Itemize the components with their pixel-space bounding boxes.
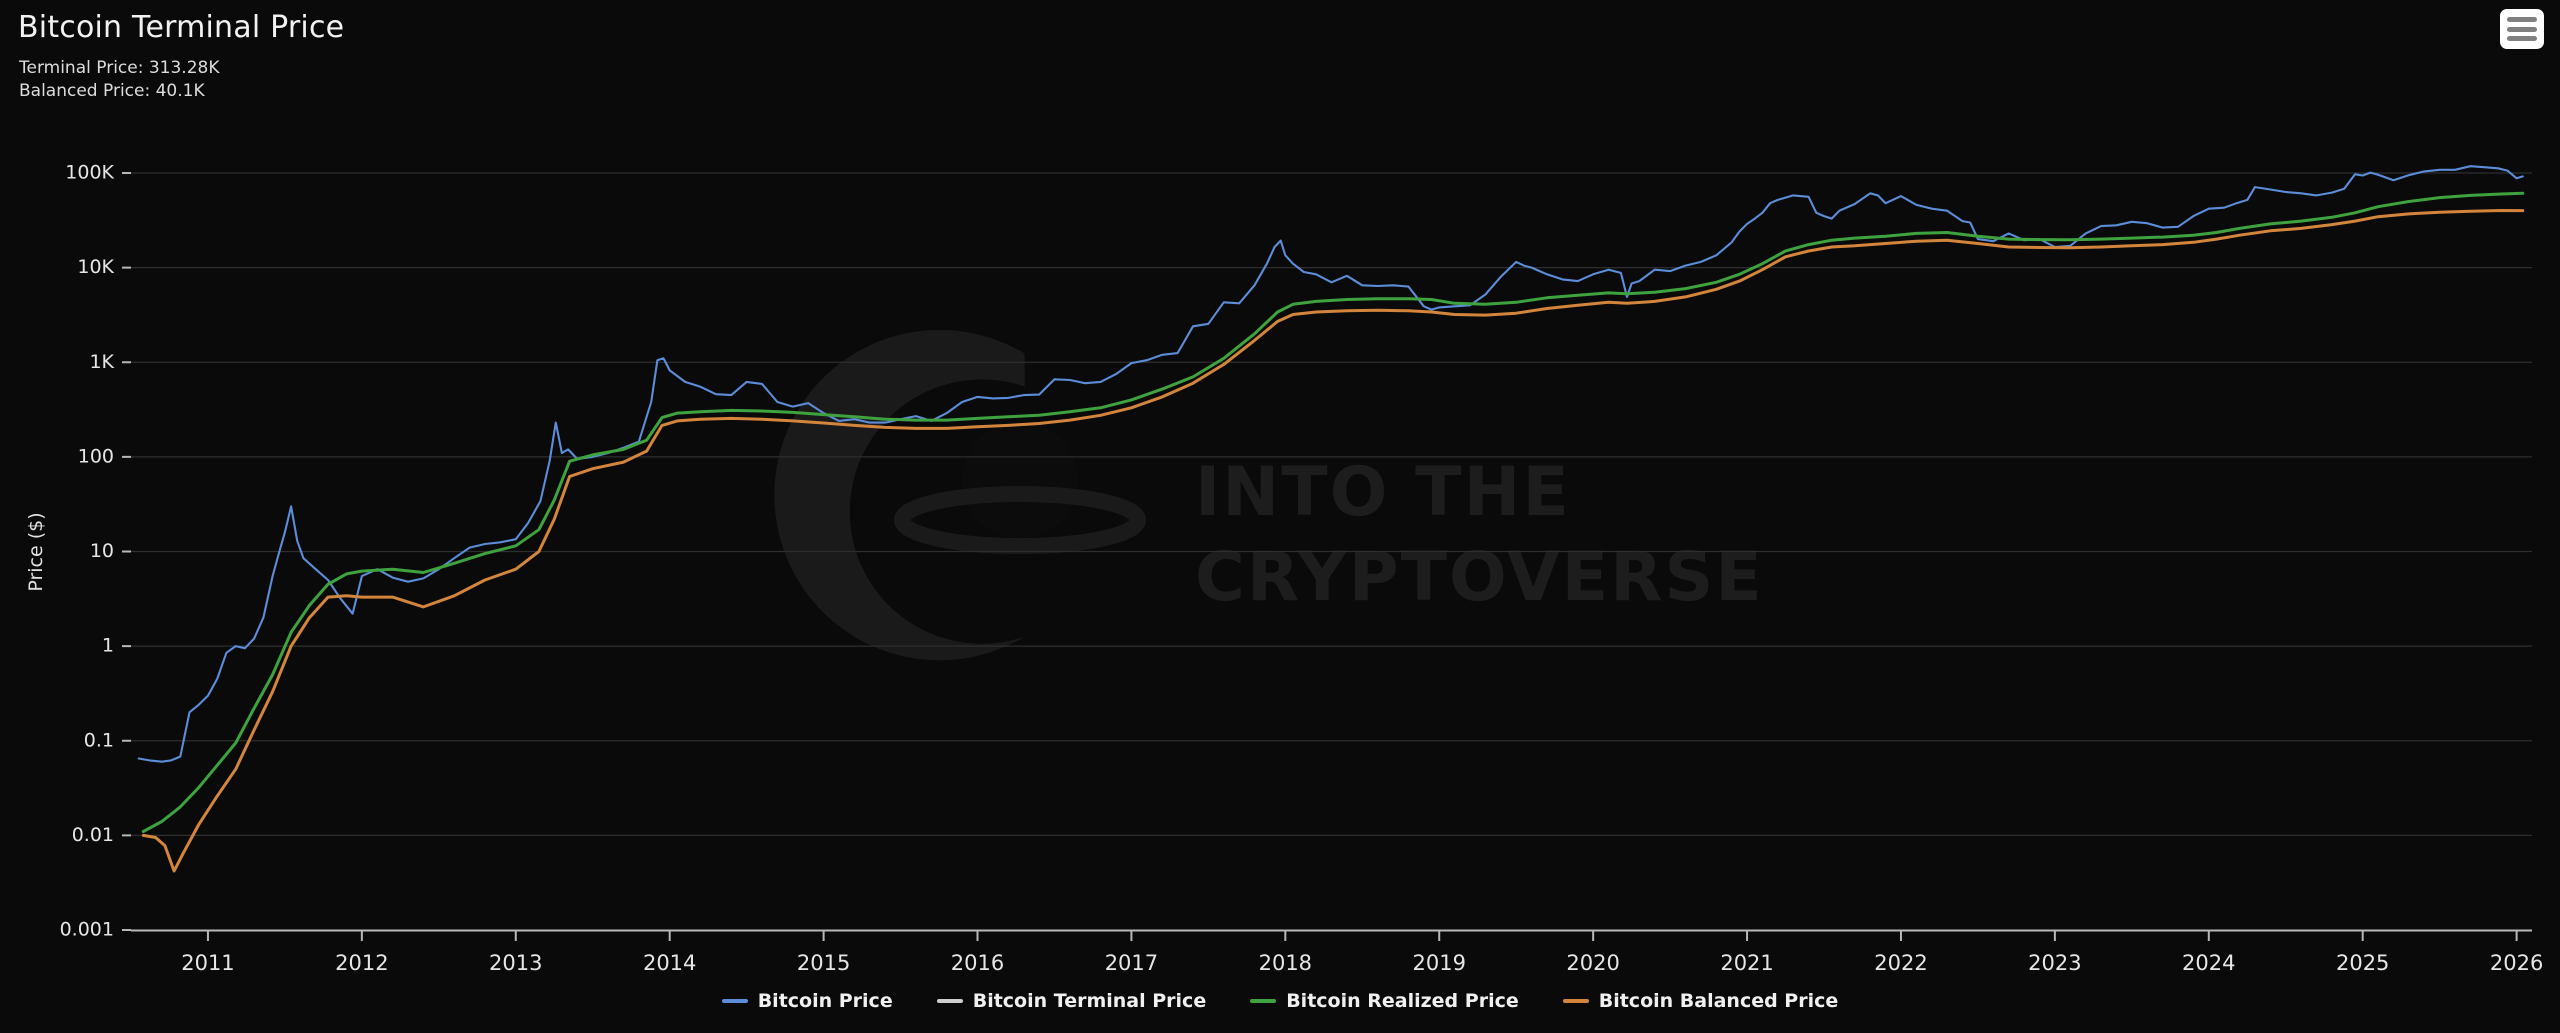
hamburger-menu-icon[interactable] [2500,9,2544,49]
x-tick-label: 2011 [181,951,234,975]
legend-item[interactable]: Bitcoin Terminal Price [936,990,1207,1012]
chart-header: Bitcoin Terminal Price Terminal Price: 3… [0,0,2560,101]
y-axis-ticks: 0.001 0.01 0.1 1 10 100 1K 10K 100K [60,162,131,941]
x-tick-label: 2017 [1105,951,1158,975]
balanced-price-readout: Balanced Price: 40.1K [19,81,205,101]
data-series [137,165,2525,873]
terminal-price-readout: Terminal Price: 313.28K [19,58,220,78]
y-tick-label: 100 [78,445,114,467]
watermark-line-1: INTO THE [1195,453,1571,532]
x-tick-label: 2014 [643,951,696,975]
legend-label: Bitcoin Terminal Price [972,990,1207,1012]
series-line [141,191,2525,833]
series-line [141,209,2525,873]
x-tick-label: 2019 [1413,951,1466,975]
x-tick-label: 2012 [335,951,388,975]
legend-item[interactable]: Bitcoin Realized Price [1250,990,1519,1012]
x-tick-label: 2022 [1874,951,1927,975]
cryptoverse-planet-logo [774,329,1146,661]
legend-label: Bitcoin Balanced Price [1598,990,1839,1012]
x-tick-label: 2025 [2336,951,2389,975]
x-tick-label: 2013 [489,951,542,975]
x-tick-label: 2018 [1259,951,1312,975]
menu-bar-3 [2507,36,2537,41]
y-tick-label: 100K [65,162,114,184]
chart-legend: Bitcoin Price Bitcoin Terminal Price Bitco… [0,990,2560,1012]
y-tick-label: 0.01 [72,824,114,846]
x-tick-label: 2015 [797,951,850,975]
legend-swatch-icon [721,999,748,1003]
x-tick-label: 2021 [1720,951,1773,975]
y-tick-label: 1K [89,351,114,373]
legend-label: Bitcoin Realized Price [1286,990,1519,1012]
legend-swatch-icon [1562,999,1589,1003]
x-axis-ticks: 2011 2012 2013 2014 2015 2016 2017 2018 2019 2020… [181,930,2543,975]
x-tick-label: 2026 [2490,951,2543,975]
y-axis-title: Price ($) [25,512,47,591]
legend-swatch-icon [936,999,963,1003]
legend-swatch-icon [1250,999,1277,1003]
menu-bar-2 [2507,26,2537,32]
legend-item[interactable]: Bitcoin Price [721,990,893,1012]
x-tick-label: 2016 [951,951,1004,975]
y-tick-label: 10 [90,540,114,562]
y-tick-label: 10K [77,256,114,278]
y-tick-label: 0.001 [60,919,114,941]
x-tick-label: 2024 [2182,951,2235,975]
watermark-line-2: CRYPTOVERSE [1195,538,1764,617]
gridlines [131,172,2532,837]
y-tick-label: 0.1 [84,729,114,751]
watermark-text: INTO THE CRYPTOVERSE [1195,453,1764,617]
x-tick-label: 2023 [2028,951,2081,975]
y-tick-label: 1 [102,635,114,657]
legend-label: Bitcoin Price [757,990,893,1012]
legend-item[interactable]: Bitcoin Balanced Price [1562,990,1839,1012]
series-line [137,165,2524,763]
menu-bar-1 [2507,17,2537,22]
x-tick-label: 2020 [1566,951,1619,975]
page-title: Bitcoin Terminal Price [18,10,345,45]
